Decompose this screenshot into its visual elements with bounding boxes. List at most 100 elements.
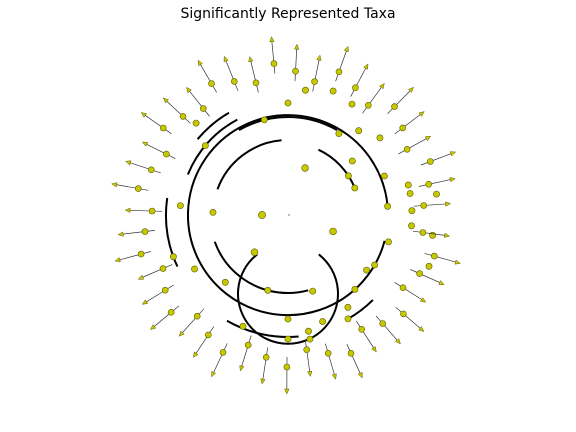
leaf-node [294,43,300,50]
clade-arc [164,197,179,268]
branch-line [395,307,422,330]
taxon-node [433,190,440,198]
chart-title: Significantly Represented Taxa [180,6,396,22]
branch-line [262,347,269,382]
taxon-node [148,166,155,174]
taxon-node [163,150,170,158]
leaf-node [114,257,121,263]
branch-line [144,143,176,159]
taxon-node [355,127,363,135]
leaf-node [141,299,149,305]
taxon-node [208,80,215,87]
taxon-node [209,208,217,216]
leaf-node [331,373,337,380]
taxon-node [344,303,352,311]
leaf-node [445,201,452,207]
taxon-node [135,185,142,192]
taxon-node [219,349,227,356]
branch-line [398,137,429,155]
taxon-node [148,207,156,215]
clade-arc [186,118,238,175]
leaf-node [178,330,185,337]
taxon-node [201,142,209,149]
branch-line [325,343,336,377]
taxon-node [270,60,278,67]
leaf-node [449,177,456,183]
branch-line [144,284,174,304]
branch-line [212,343,228,375]
taxon-node [348,157,356,165]
leaf-node [454,259,461,265]
taxon-node [250,248,259,256]
leaf-node [379,83,385,90]
taxon-node [169,253,177,261]
branch-line [362,85,383,114]
taxon-node [426,158,434,165]
taxon-node [363,266,370,274]
branch-line [121,230,155,235]
taxon-node [430,252,438,260]
branch-line [375,315,399,342]
taxon-node [264,286,272,294]
taxon-node [176,202,184,209]
taxon-node [416,270,423,277]
leaf-node [395,338,401,345]
taxon-node [425,262,433,270]
taxon-node [329,87,337,95]
branch-line [117,251,151,261]
taxon-node [167,308,175,316]
leaf-node [197,59,203,67]
leaf-node [418,326,425,332]
taxon-node [284,315,292,323]
branch-line [180,308,205,335]
leaf-node [438,280,445,285]
leaf-node [186,86,192,94]
leaf-node [343,45,349,53]
taxon-node [419,229,427,236]
taxon-node [329,227,337,236]
clade-arc [347,299,374,320]
taxon-node [408,222,415,230]
taxon-node [376,134,384,142]
branch-line [128,161,161,174]
taxon-node [161,286,169,294]
leaf-node [316,54,322,61]
taxon-node [239,322,247,330]
leaf-node [223,55,229,63]
leaf-node [419,297,427,303]
leaf-node [141,141,149,147]
taxon-node [425,181,433,188]
branch-line [114,184,149,191]
branch-line [312,58,320,92]
leaf-node [117,231,124,237]
leaf-node [418,111,425,117]
leaf-node [193,351,199,358]
taxon-node [344,315,352,323]
branch-line [188,89,210,117]
taxon-node [406,190,414,197]
branch-line [271,39,276,74]
taxon-node [344,172,352,180]
branch-line [412,230,447,236]
leaf-node [449,151,457,157]
taxon-node [371,261,378,269]
taxon-node [191,265,198,273]
taxon-node [137,250,145,258]
taxon-node [347,349,355,357]
branch-line [128,209,163,212]
leaf-node [140,112,148,118]
taxon-node [306,335,314,343]
leaf-node [363,63,369,70]
taxon-node [352,84,359,91]
branch-line [143,114,172,135]
taxon-node [324,349,332,357]
leaf-node [211,371,217,378]
branch-line [346,344,362,376]
taxon-node [311,78,318,85]
branch-line [294,47,298,82]
leaf-node [150,324,157,330]
taxon-node [301,164,309,172]
taxon-node [205,331,212,339]
branch-line [424,253,458,263]
